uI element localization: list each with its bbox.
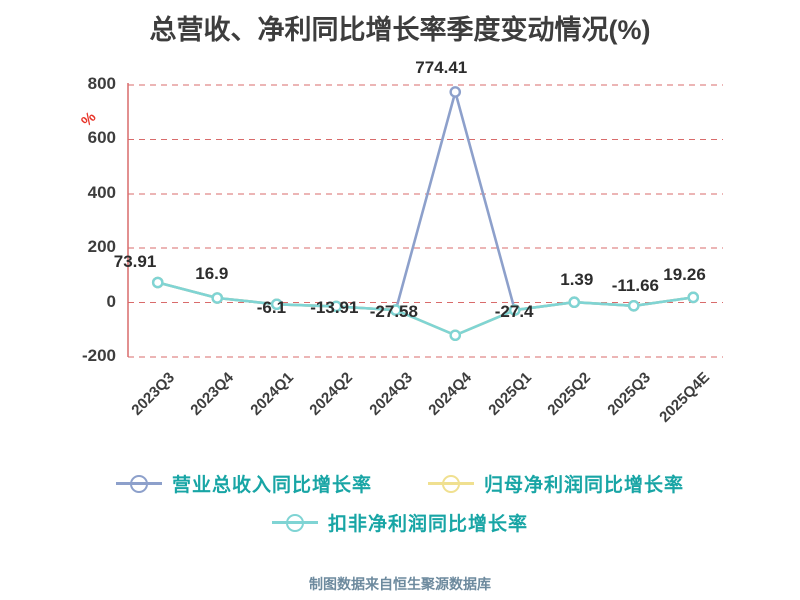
data-point[interactable]: [508, 304, 521, 316]
data-label: -27.58: [369, 302, 418, 322]
data-label: -6.1: [256, 298, 287, 318]
data-point[interactable]: [330, 300, 343, 313]
y-tick-label: -200: [81, 346, 116, 365]
y-tick-label: 400: [87, 182, 116, 202]
legend-swatch-2: [271, 513, 318, 532]
data-point[interactable]: [687, 291, 700, 304]
data-label: 774.41: [415, 57, 468, 77]
data-point[interactable]: [270, 298, 283, 311]
legend-label-0: 营业总收入同比增长率: [171, 475, 372, 496]
data-point[interactable]: [389, 304, 402, 316]
y-tick-label: 800: [87, 74, 116, 93]
legend-swatch-0: [115, 474, 162, 493]
legend-label-2: 扣非净利润同比增长率: [327, 514, 528, 535]
legend-item-0[interactable]: 营业总收入同比增长率: [115, 470, 372, 497]
legend-row-2: 扣非净利润同比增长率: [0, 509, 800, 536]
legend-label-1: 归母净利润同比增长率: [484, 475, 685, 496]
data-label: -11.66: [611, 275, 660, 295]
y-tick-label: 0: [106, 291, 116, 311]
data-point[interactable]: [627, 299, 640, 312]
series-line-2: [156, 281, 695, 337]
chart-footer: 制图数据来自恒生聚源数据库: [309, 576, 491, 592]
data-label: -13.91: [310, 298, 359, 318]
chart-legend: 营业总收入同比增长率 归母净利润同比增长率 扣非净利润同比增长率: [0, 470, 800, 548]
legend-item-1[interactable]: 归母净利润同比增长率: [428, 470, 684, 497]
data-point[interactable]: [449, 86, 462, 98]
legend-item-2[interactable]: 扣非净利润同比增长率: [271, 509, 528, 536]
data-label: 16.9: [195, 264, 229, 283]
y-tick-label: 200: [87, 237, 116, 257]
data-label: 1.39: [560, 270, 594, 290]
data-label: -27.4: [494, 302, 534, 322]
data-point[interactable]: [151, 276, 164, 289]
data-label: 73.91: [113, 252, 157, 272]
data-label: 19.26: [663, 265, 706, 285]
y-tick-label: 600: [87, 128, 116, 148]
data-point[interactable]: [211, 292, 224, 304]
legend-swatch-1: [428, 474, 474, 493]
data-point[interactable]: [449, 329, 462, 342]
legend-row-1: 营业总收入同比增长率 归母净利润同比增长率: [0, 470, 800, 497]
chart-title: 总营收、净利同比增长率季度变动情况(%): [149, 15, 651, 45]
data-point[interactable]: [568, 296, 581, 309]
